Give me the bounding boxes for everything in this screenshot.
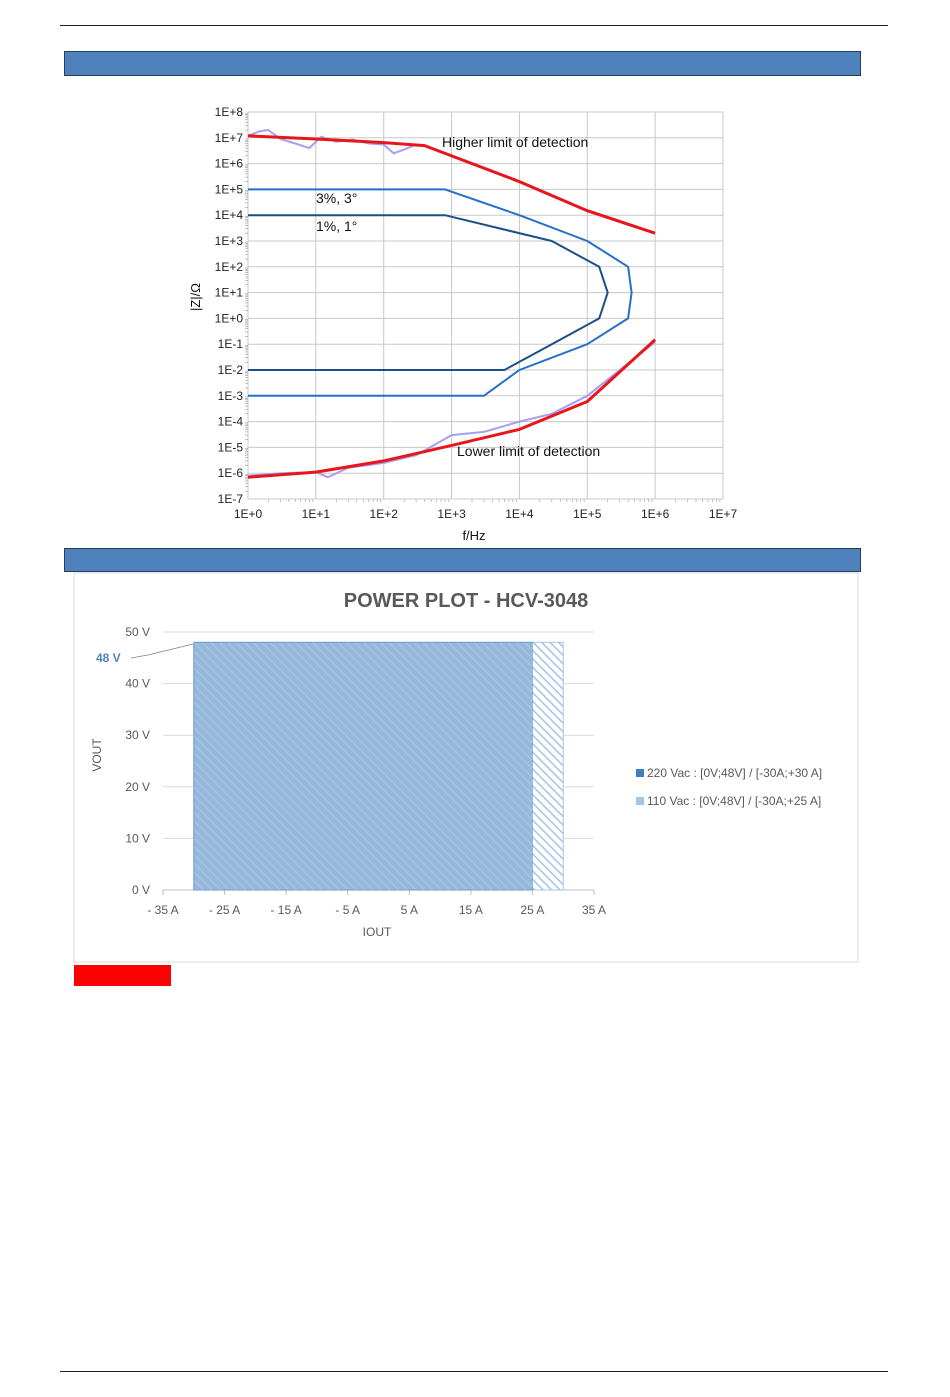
impedance-line-accuracy-1pct (248, 214, 609, 371)
impedance-x-tick-label: 1E+2 (370, 507, 399, 521)
impedance-line-accuracy-3pct (248, 188, 633, 397)
impedance-x-tick-label: 1E+7 (709, 507, 738, 521)
power-y-tick-label: 0 V (132, 883, 150, 897)
power-y-axis-label: VOUT (90, 738, 104, 772)
impedance-y-tick-label: 1E-3 (218, 389, 244, 403)
impedance-line-upper-limit-measured (247, 129, 425, 155)
impedance-y-axis-label: |Z|/Ω (188, 283, 203, 311)
impedance-y-tick-label: 1E+7 (215, 131, 244, 145)
power-plot-title: POWER PLOT - HCV-3048 (344, 590, 589, 612)
power-x-tick-label: - 25 A (209, 903, 240, 917)
impedance-y-tick-label: 1E+0 (215, 311, 244, 325)
power-x-tick-label: - 15 A (270, 903, 301, 917)
impedance-series (247, 129, 657, 479)
power-y-tick-label: 10 V (125, 831, 150, 845)
impedance-y-tick-label: 1E-7 (218, 492, 244, 506)
impedance-y-tick-label: 1E-1 (218, 337, 244, 351)
impedance-y-tick-label: 1E-4 (218, 415, 244, 429)
legend-label-220vac: 220 Vac : [0V;48V] / [-30A;+30 A] (647, 766, 822, 780)
power-y-ticks: 0 V 10 V 20 V 30 V 40 V 50 V (125, 625, 150, 897)
impedance-x-tick-label: 1E+4 (505, 507, 534, 521)
impedance-x-ticks: 1E+0 1E+1 1E+2 1E+3 1E+4 1E+5 1E+6 1E+7 (234, 507, 738, 521)
power-areas (193, 641, 564, 891)
power-x-tick-label: - 5 A (335, 903, 360, 917)
accuracy-1pct-label: 1%, 1° (316, 218, 357, 234)
power-y-tick-label: 50 V (125, 625, 150, 639)
impedance-y-tick-label: 1E-2 (218, 363, 244, 377)
voltage-48v-leader (130, 643, 194, 659)
lower-limit-label: Lower limit of detection (457, 443, 600, 459)
impedance-x-tick-label: 1E+3 (437, 507, 466, 521)
power-x-axis-label: IOUT (363, 925, 392, 939)
impedance-y-tick-label: 1E+6 (215, 157, 244, 171)
impedance-y-tick-label: 1E+5 (215, 182, 244, 196)
voltage-48v-annotation: 48 V (96, 651, 121, 665)
impedance-line-upper-limit (247, 134, 656, 235)
upper-limit-label: Higher limit of detection (442, 134, 588, 150)
impedance-y-tick-label: 1E-5 (218, 440, 244, 454)
impedance-x-tick-label: 1E+0 (234, 507, 263, 521)
power-x-tick-label: 15 A (459, 903, 483, 917)
section-header-bar-2 (64, 548, 861, 572)
impedance-y-tick-label: 1E+2 (215, 260, 244, 274)
impedance-y-ticks: 1E-7 1E-6 1E-5 1E-4 1E-3 1E-2 1E-1 1E+0 1E+1 1E+2… (215, 105, 244, 506)
impedance-x-tick-label: 1E+1 (302, 507, 331, 521)
impedance-line-lower-limit (247, 338, 657, 479)
legend-label-110vac: 110 Vac : [0V;48V] / [-30A;+25 A] (647, 794, 821, 808)
impedance-y-tick-label: 1E+8 (215, 105, 244, 119)
impedance-y-tick-label: 1E+1 (215, 286, 244, 300)
impedance-chart: 1E+0 1E+1 1E+2 1E+3 1E+4 1E+5 1E+6 1E+7 1E-71E-… (188, 105, 738, 543)
power-x-tick-label: 25 A (520, 903, 544, 917)
power-y-tick-label: 20 V (125, 780, 150, 794)
power-y-tick-label: 40 V (125, 677, 150, 691)
impedance-y-tick-label: 1E-6 (218, 466, 244, 480)
section-header-bar (64, 51, 861, 76)
accuracy-3pct-label: 3%, 3° (316, 190, 357, 206)
impedance-plot-area (247, 111, 724, 500)
top-rule (60, 25, 888, 26)
impedance-y-tick-label: 1E+3 (215, 234, 244, 248)
power-x-tick-label: 5 A (401, 903, 418, 917)
legend-swatch-110vac (636, 797, 644, 805)
power-x-tick-label: 35 A (582, 903, 606, 917)
power-x-tick-label: - 35 A (147, 903, 178, 917)
power-area-110vac (193, 641, 533, 891)
power-y-tick-label: 30 V (125, 728, 150, 742)
legend-swatch-220vac (636, 769, 644, 777)
impedance-y-tick-label: 1E+4 (215, 208, 244, 222)
red-marker (74, 965, 171, 986)
impedance-x-tick-label: 1E+5 (573, 507, 602, 521)
impedance-x-tick-label: 1E+6 (641, 507, 670, 521)
bottom-rule (60, 1371, 888, 1372)
power-x-ticks: - 35 A - 25 A - 15 A - 5 A 5 A 15 A 25 A 35 A (147, 903, 606, 917)
impedance-x-axis-label: f/Hz (462, 528, 485, 543)
